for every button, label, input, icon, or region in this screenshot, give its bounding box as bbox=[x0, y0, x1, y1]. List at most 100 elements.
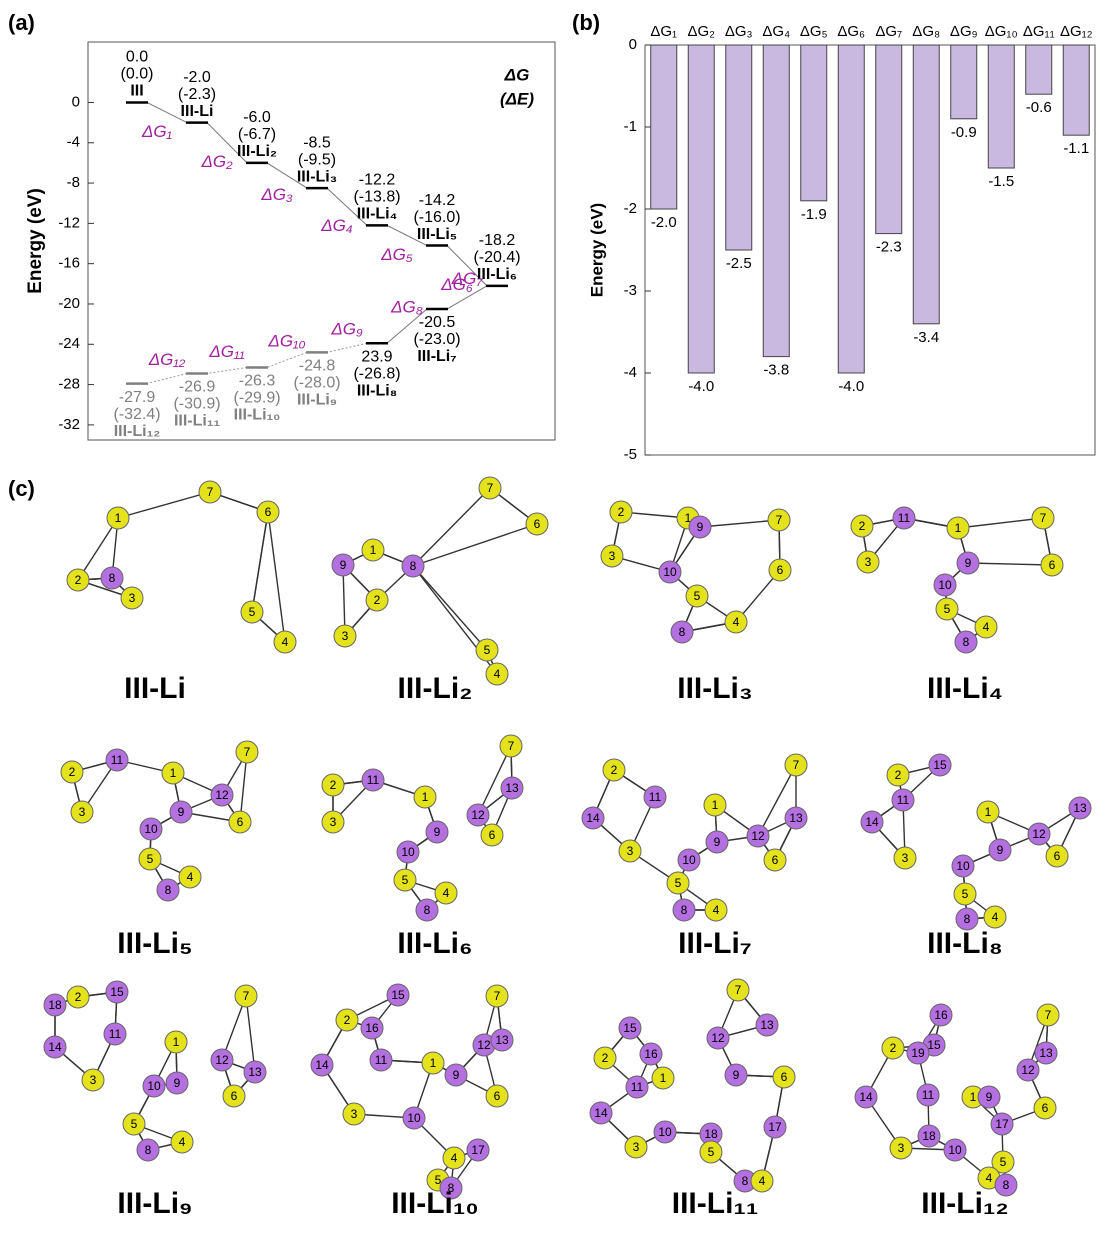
atom-label: 5 bbox=[944, 602, 951, 616]
atom bbox=[643, 785, 667, 809]
atom-label: 8 bbox=[679, 625, 686, 639]
atom-label: 6 bbox=[231, 1089, 238, 1103]
value-label: -3.4 bbox=[913, 329, 939, 346]
x-tick-label: ΔG₁₀ bbox=[985, 23, 1018, 40]
atom-label: 5 bbox=[435, 1173, 442, 1187]
atom bbox=[1016, 1058, 1040, 1082]
state-name: III-Li₉ bbox=[297, 392, 337, 409]
atom bbox=[421, 1051, 445, 1075]
atom bbox=[164, 1030, 188, 1054]
bond bbox=[957, 517, 1044, 529]
step-label: ΔG₁ bbox=[141, 122, 172, 141]
atom-label: 1 bbox=[985, 805, 992, 819]
step-label: ΔG₃ bbox=[260, 185, 293, 204]
connector bbox=[146, 373, 188, 385]
structure-name: III-Li₈ bbox=[927, 927, 1003, 960]
atom-label: 11 bbox=[367, 773, 380, 787]
atom-label: 13 bbox=[1039, 1046, 1053, 1060]
bond bbox=[117, 491, 211, 519]
atom-label: 2 bbox=[611, 763, 618, 777]
atom bbox=[413, 785, 437, 809]
atom-label: 12 bbox=[1021, 1063, 1035, 1077]
atom-label: 7 bbox=[508, 739, 515, 753]
step-label: ΔG₁₂ bbox=[148, 350, 186, 369]
x-tick-label: ΔG₁ bbox=[650, 23, 677, 40]
atom-label: 3 bbox=[342, 629, 349, 643]
y-tick-label: -4 bbox=[67, 134, 80, 151]
panel-label: (b) bbox=[572, 10, 600, 35]
state-name: III-Li₆ bbox=[477, 266, 517, 283]
atom bbox=[434, 881, 458, 905]
atom-label: 5 bbox=[484, 643, 491, 657]
atom-label: 1 bbox=[430, 1056, 437, 1070]
connector bbox=[386, 308, 428, 344]
atom-label: 16 bbox=[644, 1047, 658, 1061]
state-name: III-Li₄ bbox=[357, 206, 398, 223]
value-label: (-6.7) bbox=[238, 126, 276, 143]
atom-label: 10 bbox=[948, 1143, 962, 1157]
atom bbox=[928, 753, 952, 777]
atom bbox=[310, 1053, 334, 1077]
x-tick-label: ΔG₁₁ bbox=[1023, 23, 1055, 40]
x-tick-label: ΔG₇ bbox=[875, 23, 902, 40]
atom bbox=[618, 1016, 642, 1040]
atom-label: 2 bbox=[618, 505, 625, 519]
atom-label: 14 bbox=[315, 1058, 329, 1072]
atom-label: 2 bbox=[374, 593, 381, 607]
structure-name: III-Li₄ bbox=[927, 672, 1003, 705]
x-tick-label: ΔG₄ bbox=[762, 23, 790, 40]
atom bbox=[331, 553, 355, 577]
atom bbox=[784, 753, 808, 777]
atom bbox=[600, 544, 624, 568]
atom-label: 15 bbox=[110, 985, 124, 999]
structure-name: III-Li₆ bbox=[397, 927, 472, 960]
atom bbox=[724, 610, 748, 634]
y-tick-label: -5 bbox=[624, 446, 637, 463]
atom bbox=[854, 1085, 878, 1109]
atom-label: 9 bbox=[340, 558, 347, 572]
atom bbox=[946, 516, 970, 540]
atom bbox=[763, 848, 787, 872]
value-label: 23.9 bbox=[361, 348, 392, 365]
atom-label: 10 bbox=[682, 853, 696, 867]
atom-label: 9 bbox=[986, 1090, 993, 1104]
value-label: -0.6 bbox=[1026, 99, 1052, 116]
legend-entry: ΔG bbox=[504, 65, 530, 84]
atom bbox=[983, 905, 1007, 929]
atom-label: 14 bbox=[594, 1106, 608, 1120]
atom bbox=[228, 810, 252, 834]
bond bbox=[699, 519, 780, 528]
atom bbox=[991, 1150, 1015, 1174]
atom bbox=[891, 788, 915, 812]
atom-label: 4 bbox=[282, 635, 289, 649]
atom-label: 8 bbox=[1003, 1178, 1010, 1192]
atom-label: 3 bbox=[351, 1107, 358, 1121]
atom-label: 4 bbox=[179, 1135, 186, 1149]
atom-label: 3 bbox=[129, 591, 136, 605]
atom bbox=[170, 1130, 194, 1154]
atom-label: 12 bbox=[215, 1053, 229, 1067]
bond bbox=[412, 565, 488, 651]
molecule: 1 7 6 8 2 3 5 4 bbox=[66, 480, 297, 654]
y-axis-title: Energy (eV) bbox=[587, 203, 606, 297]
atom bbox=[935, 597, 959, 621]
atom bbox=[444, 1063, 468, 1087]
state-name: III-Li₃ bbox=[297, 168, 337, 185]
value-label: -2.3 bbox=[876, 239, 902, 256]
bond bbox=[342, 564, 346, 637]
atom-label: 9 bbox=[178, 805, 185, 819]
structure-name: III-Li₇ bbox=[678, 927, 752, 960]
atom bbox=[750, 1169, 774, 1193]
value-label: -8.5 bbox=[303, 134, 331, 151]
atom-label: 13 bbox=[495, 1033, 509, 1047]
atom-label: 8 bbox=[165, 883, 172, 897]
value-label: (-20.4) bbox=[473, 249, 520, 266]
atom bbox=[1068, 796, 1092, 820]
bar bbox=[875, 44, 903, 235]
atom bbox=[639, 1042, 663, 1066]
y-tick-label: -20 bbox=[58, 295, 80, 312]
atom-label: 11 bbox=[898, 511, 911, 525]
atom bbox=[103, 1022, 127, 1046]
atom bbox=[1031, 506, 1055, 530]
